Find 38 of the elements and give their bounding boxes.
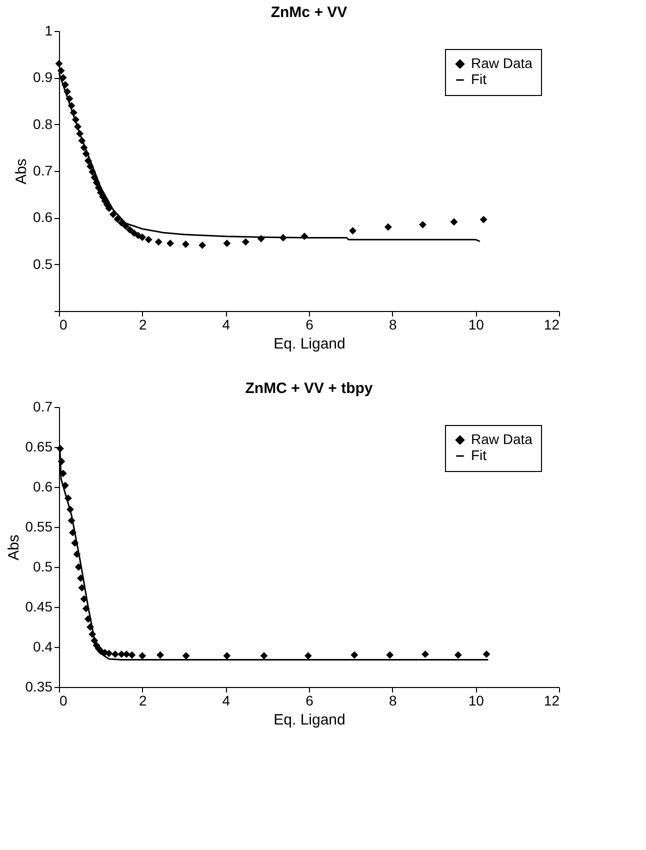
x-tick-label: 6 (306, 316, 314, 332)
y-tick-label: 0.8 (33, 116, 53, 132)
y-tick-label: 0.5 (33, 558, 53, 574)
x-tick-label: 12 (544, 692, 560, 708)
x-tick-label: 10 (468, 316, 484, 332)
x-tick-label: 10 (468, 692, 484, 708)
y-axis-title: Abs (5, 534, 22, 560)
y-tick-label: 0.6 (33, 209, 53, 226)
y-tick-label: 0.7 (33, 162, 53, 178)
x-axis-title: Eq. Ligand (274, 712, 346, 728)
y-tick-label: 0.9 (33, 69, 53, 86)
y-tick-label: 1 (44, 22, 53, 38)
y-tick-label: 0.35 (25, 678, 53, 694)
legend-label: Raw Data (471, 55, 533, 71)
x-tick-label: 6 (306, 692, 314, 708)
y-tick-label: 0.4 (33, 638, 53, 654)
x-tick-label: 2 (138, 316, 147, 332)
legend-label: Fit (471, 71, 487, 87)
x-axis-title: Eq. Ligand (274, 336, 346, 352)
y-tick-label: 0.45 (25, 598, 53, 614)
x-tick-label: 0 (60, 316, 68, 332)
y-tick-label: 0.7 (33, 398, 53, 414)
y-tick-label: 0.65 (25, 438, 53, 454)
x-tick-label: 8 (388, 692, 397, 708)
x-tick-label: 4 (222, 692, 230, 708)
x-tick-label: 8 (388, 316, 397, 332)
x-tick-label: 12 (544, 316, 560, 332)
legend-label: Fit (471, 447, 487, 463)
x-tick-label: 4 (222, 316, 230, 332)
chart-title: ZnMc + VV (270, 4, 348, 21)
x-tick-label: 0 (60, 692, 68, 708)
y-tick-label: 0.6 (33, 478, 53, 494)
legend-label: Raw Data (471, 431, 533, 447)
x-tick-label: 2 (138, 692, 147, 708)
y-tick-label: 0.55 (25, 518, 53, 534)
y-axis-title: Abs (13, 158, 30, 184)
y-tick-label: 0.5 (33, 256, 53, 272)
chart-title: ZnMC + VV + tbpy (245, 380, 374, 397)
